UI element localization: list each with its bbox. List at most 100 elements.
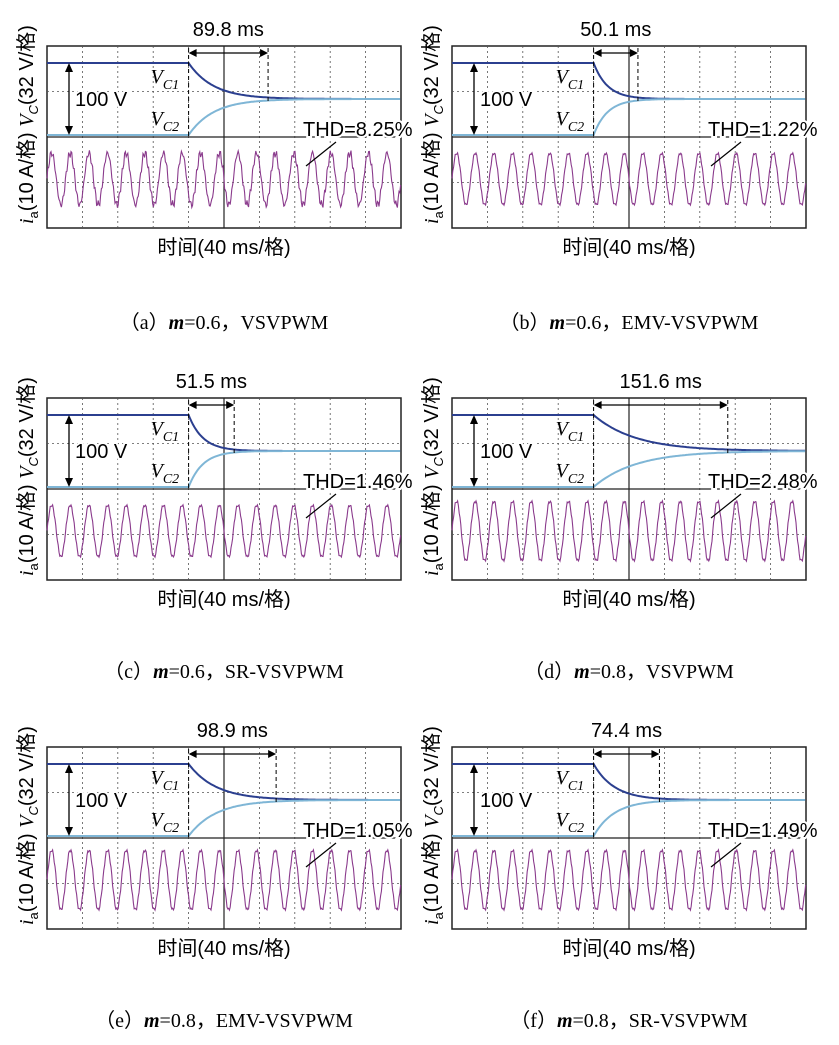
ia-trace	[451, 848, 807, 912]
thd-pointer	[305, 493, 337, 519]
caption-m: m	[557, 1010, 573, 1032]
thd-label: THD=8.25%	[303, 119, 413, 141]
y-axis-label: ia(10 A/格) VC(32 V/格)	[15, 726, 41, 925]
arrow-head-left	[593, 49, 602, 57]
y-axis-current-symbol: i	[16, 570, 38, 576]
arrow-head-up	[65, 415, 73, 424]
x-axis-label: 时间(40 ms/格)	[157, 588, 290, 611]
amplitude-label: 100 V	[480, 441, 533, 463]
y-axis-label: ia(10 A/格) VC(32 V/格)	[420, 726, 446, 925]
caption-prefix: （f）	[510, 1009, 557, 1032]
x-axis-label: 时间(40 ms/格)	[562, 937, 695, 960]
balance-time-label: 98.9 ms	[197, 720, 268, 742]
arrow-head-right	[268, 750, 277, 758]
caption-m: m	[144, 1010, 160, 1032]
caption-m: m	[550, 312, 566, 334]
arrow-head-down	[65, 126, 73, 135]
panel-caption: （e）m=0.8，EMV-VSVPWM	[95, 1009, 353, 1032]
panel-c: 51.5 ms 100 V VC1 V C2 THD=1.46% ia(10 A/格) VC…	[15, 371, 415, 683]
balance-time-label: 50.1 ms	[580, 19, 651, 41]
y-axis-voltage-symbol: V	[421, 112, 443, 127]
caption-rest: =0.6，EMV-VSVPWM	[565, 312, 759, 334]
caption-m: m	[169, 312, 185, 334]
vc2-trace	[47, 799, 401, 837]
caption-rest: =0.8，VSVPWM	[590, 661, 734, 683]
arrow-head-left	[593, 750, 602, 758]
thd-pointer	[710, 842, 742, 868]
vc2-label-sub: C2	[568, 821, 584, 836]
balance-time-label: 151.6 ms	[620, 371, 702, 393]
x-axis-label: 时间(40 ms/格)	[157, 236, 290, 259]
vc2-label-sub: C2	[568, 472, 584, 487]
ia-trace	[46, 503, 402, 559]
arrow-head-right	[651, 750, 660, 758]
thd-label: THD=1.22%	[708, 119, 818, 141]
vc1-label-sub: C1	[163, 430, 179, 445]
arrow-head-left	[188, 401, 197, 409]
arrow-head-up	[470, 63, 478, 72]
panel-caption: （f）m=0.8，SR-VSVPWM	[510, 1009, 748, 1032]
arrow-head-right	[226, 401, 235, 409]
x-axis-label: 时间(40 ms/格)	[562, 236, 695, 259]
panel-caption: （c）m=0.6，SR-VSVPWM	[104, 660, 344, 683]
panel-caption: （d）m=0.8，VSVPWM	[524, 660, 734, 683]
arrow-head-up	[65, 63, 73, 72]
balance-time-label: 74.4 ms	[591, 720, 662, 742]
vc2-trace	[452, 799, 806, 837]
caption-rest: =0.8，EMV-VSVPWM	[160, 1010, 354, 1032]
arrow-head-down	[470, 827, 478, 836]
vc2-label-sub: C2	[568, 120, 584, 135]
y-axis-voltage-sub: C	[26, 105, 41, 115]
y-axis-current-sub: a	[431, 210, 446, 218]
y-axis-current-sub: a	[431, 562, 446, 570]
y-axis-label: ia(10 A/格) VC(32 V/格)	[15, 25, 41, 224]
vc1-label-sub: C1	[163, 78, 179, 93]
arrow-head-right	[629, 49, 638, 57]
ia-trace	[46, 848, 402, 912]
caption-prefix: （e）	[95, 1009, 144, 1032]
ia-trace	[451, 151, 807, 207]
thd-label: THD=1.46%	[303, 471, 413, 493]
arrow-head-down	[470, 478, 478, 487]
y-axis-current-unit: (10 A/格)	[15, 828, 38, 912]
panel-caption: （a）m=0.6，VSVPWM	[120, 311, 329, 334]
y-axis-voltage-unit: (32 V/格)	[420, 377, 443, 457]
caption-prefix: （b）	[500, 311, 550, 334]
y-axis-label: ia(10 A/格) VC(32 V/格)	[420, 377, 446, 576]
y-axis-label: ia(10 A/格) VC(32 V/格)	[15, 377, 41, 576]
thd-pointer	[305, 842, 337, 868]
caption-prefix: （a）	[120, 311, 169, 334]
caption-rest: =0.8，SR-VSVPWM	[573, 1010, 748, 1032]
y-axis-voltage-symbol: V	[16, 464, 38, 479]
caption-m: m	[574, 661, 590, 683]
y-axis-voltage-sub: C	[26, 806, 41, 816]
y-axis-current-unit: (10 A/格)	[420, 479, 443, 563]
thd-pointer	[710, 493, 742, 519]
vc2-trace	[452, 450, 806, 488]
caption-m: m	[153, 661, 169, 683]
vc1-label-sub: C1	[568, 779, 584, 794]
arrow-head-up	[470, 415, 478, 424]
amplitude-label: 100 V	[480, 790, 533, 812]
caption-prefix: （c）	[104, 660, 153, 683]
amplitude-label: 100 V	[75, 89, 128, 111]
amplitude-label: 100 V	[75, 441, 128, 463]
panel-f: 74.4 ms 100 V VC1 V C2 THD=1.49% ia(10 A/格) VC…	[420, 720, 820, 1032]
y-axis-current-symbol: i	[16, 919, 38, 925]
ia-trace	[46, 148, 402, 210]
arrow-head-left	[188, 750, 197, 758]
arrow-head-right	[719, 401, 728, 409]
y-axis-voltage-unit: (32 V/格)	[15, 25, 38, 105]
y-axis-voltage-sub: C	[431, 105, 446, 115]
y-axis-current-sub: a	[26, 562, 41, 570]
arrow-head-up	[470, 764, 478, 773]
y-axis-voltage-symbol: V	[16, 112, 38, 127]
arrow-head-up	[65, 764, 73, 773]
y-axis-voltage-sub: C	[431, 457, 446, 467]
y-axis-voltage-sub: C	[26, 457, 41, 467]
vc1-label-sub: C1	[568, 78, 584, 93]
